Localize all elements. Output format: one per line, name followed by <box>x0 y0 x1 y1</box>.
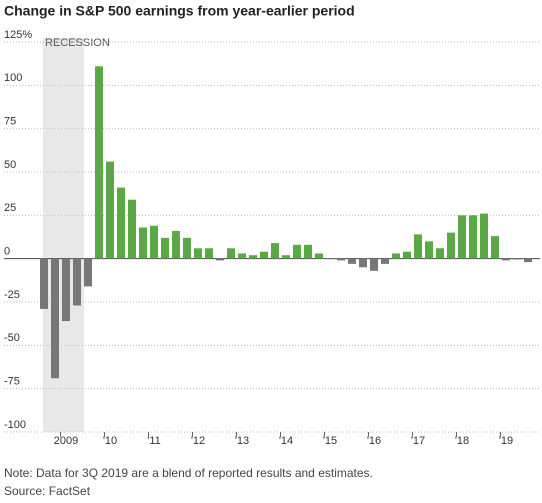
bar <box>315 253 323 259</box>
y-tick-label: 50 <box>4 159 16 171</box>
bar <box>227 248 235 259</box>
x-tick-label: 2009 <box>54 435 78 447</box>
bar <box>216 258 224 261</box>
bar <box>172 230 180 259</box>
x-tick-label: '13 <box>235 435 249 447</box>
x-tick-label: '12 <box>191 435 205 447</box>
y-tick-label: -50 <box>4 332 20 344</box>
x-tick-label: '10 <box>103 435 117 447</box>
bar <box>414 234 422 259</box>
bar <box>304 244 312 259</box>
bar <box>128 199 136 259</box>
bar <box>447 232 455 259</box>
bar <box>260 251 268 259</box>
bar <box>326 258 334 260</box>
x-tick-label: '16 <box>367 435 381 447</box>
x-tick-label: '15 <box>323 435 337 447</box>
recession-shading <box>43 38 84 432</box>
y-tick-label: 0 <box>4 246 10 258</box>
bar <box>84 258 92 287</box>
bar <box>194 248 202 259</box>
bar <box>348 258 356 264</box>
bar <box>161 237 169 259</box>
bar <box>205 248 213 259</box>
bar <box>458 215 466 259</box>
bar <box>106 161 114 259</box>
bar <box>271 243 279 259</box>
bar <box>524 258 532 263</box>
y-tick-label: -25 <box>4 289 20 301</box>
bar <box>359 258 367 268</box>
y-tick-label: 25 <box>4 202 16 214</box>
bar <box>469 215 477 259</box>
bar <box>425 241 433 259</box>
bar <box>513 258 521 260</box>
bar <box>403 251 411 259</box>
bar <box>238 253 246 259</box>
x-tick-label: '14 <box>279 435 293 447</box>
bar <box>293 244 301 259</box>
chart-title: Change in S&P 500 earnings from year-ear… <box>4 3 355 19</box>
bar <box>40 258 48 309</box>
bar <box>117 187 125 259</box>
x-tick-label: '18 <box>455 435 469 447</box>
y-tick-label: -75 <box>4 376 20 388</box>
x-tick-label: '17 <box>411 435 425 447</box>
bar <box>502 258 510 261</box>
bar <box>480 213 488 259</box>
bar <box>150 225 158 259</box>
bar <box>51 258 59 379</box>
x-tick-label: '11 <box>147 435 161 447</box>
y-tick-label: 100 <box>4 72 22 84</box>
bar <box>370 258 378 271</box>
y-tick-label: -100 <box>4 419 26 431</box>
y-tick-label: 75 <box>4 116 16 128</box>
recession-label: RECESSION <box>45 37 110 49</box>
bar <box>436 248 444 259</box>
bar <box>183 237 191 259</box>
bar <box>337 258 345 261</box>
x-tick-label: '19 <box>499 435 513 447</box>
bar <box>282 255 290 259</box>
bar <box>491 236 499 259</box>
bar <box>249 255 257 259</box>
bar <box>62 258 70 322</box>
bar <box>392 253 400 259</box>
bar <box>95 66 103 259</box>
note: Note: Data for 3Q 2019 are a blend of re… <box>4 466 373 480</box>
source: Source: FactSet <box>4 484 91 498</box>
y-tick-label: 125% <box>4 29 32 41</box>
bar <box>381 258 389 264</box>
bar <box>73 258 81 306</box>
bar <box>139 227 147 259</box>
